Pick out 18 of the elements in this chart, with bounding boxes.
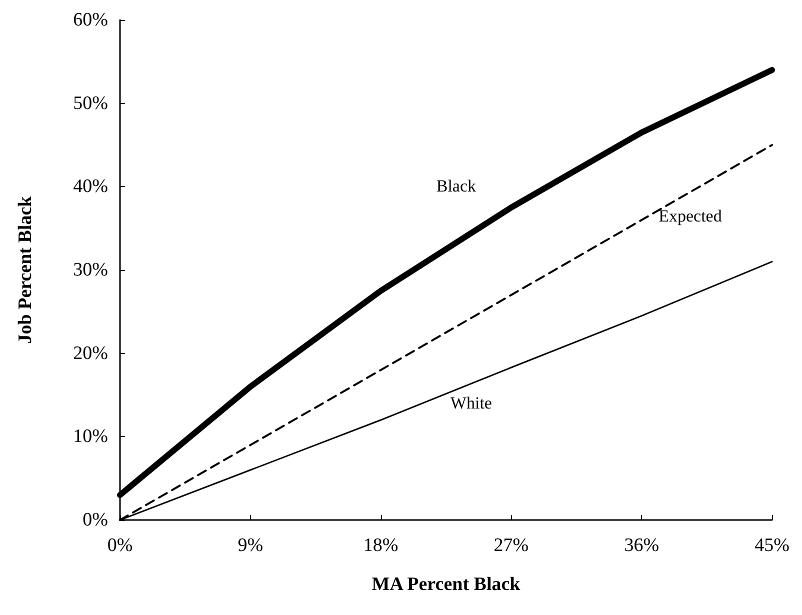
series-label: Expected: [658, 206, 722, 226]
x-tick-label: 18%: [363, 535, 398, 556]
y-tick-label: 10%: [73, 426, 108, 448]
x-tick-label: 45%: [754, 535, 790, 556]
y-tick-label: 40%: [73, 176, 108, 198]
x-tick-label: 0%: [107, 535, 133, 556]
y-tick-label: 20%: [73, 342, 108, 364]
series-label: White: [450, 394, 492, 412]
y-tick-label: 50%: [73, 92, 108, 114]
y-tick-label: 0%: [82, 510, 108, 530]
series-label: Black: [436, 176, 477, 196]
x-tick-label: 27%: [494, 535, 529, 556]
x-axis-title: MA Percent Black: [372, 574, 521, 595]
x-tick-label: 9%: [238, 535, 264, 556]
x-tick-label: 36%: [624, 535, 660, 556]
y-axis-title: Job Percent Black: [15, 196, 36, 344]
y-tick-label: 60%: [73, 10, 108, 30]
y-tick-label: 30%: [73, 260, 108, 280]
